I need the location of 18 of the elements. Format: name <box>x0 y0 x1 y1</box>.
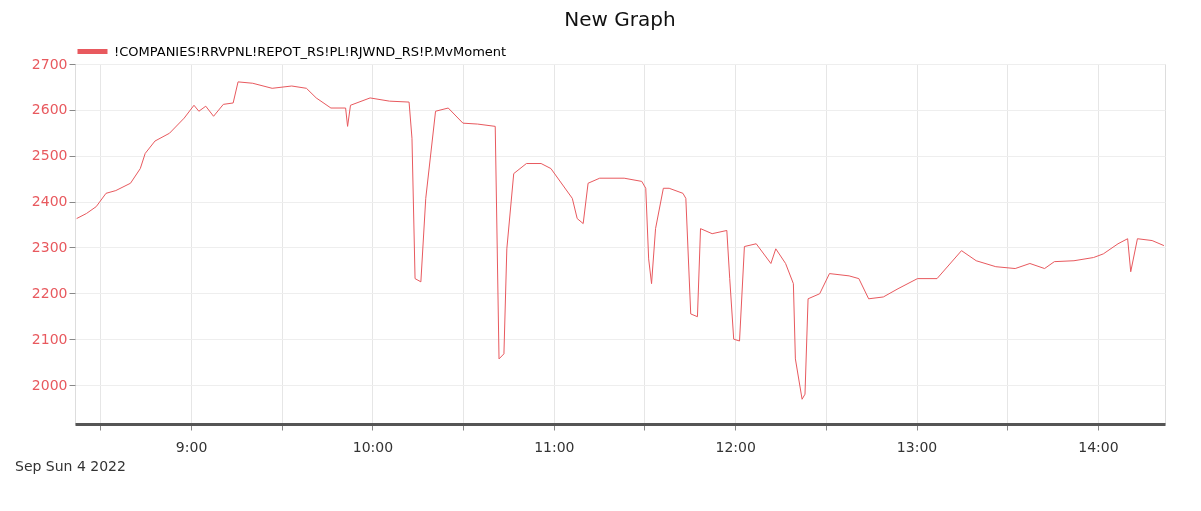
x-tick-label: 12:00 <box>715 438 756 455</box>
y-tick-label: 2100 <box>31 330 68 347</box>
chart-title: New Graph <box>564 7 676 31</box>
y-tick-label: 2200 <box>31 284 68 301</box>
x-tick-label: 14:00 <box>1078 438 1119 455</box>
x-tick-label: 9:00 <box>175 438 208 455</box>
y-tick-label: 2700 <box>31 55 68 72</box>
x-tick-label: 10:00 <box>352 438 394 455</box>
y-tick-label: 2400 <box>31 193 68 210</box>
x-tick-label: 11:00 <box>534 438 575 455</box>
text: Sep Sun 4 2022 <box>15 458 126 474</box>
y-tick-label: 2600 <box>31 101 68 118</box>
legend-label: !COMPANIES!RRVPNL!REPOT_RS!PL!RJWND_RS!P.MvMoment <box>114 43 507 59</box>
line-series <box>76 81 1165 400</box>
y-tick-label: 2500 <box>31 147 68 164</box>
y-tick-label: 2300 <box>31 238 68 255</box>
y-tick-label: 2000 <box>31 376 68 393</box>
x-tick-label: 13:00 <box>896 438 938 455</box>
